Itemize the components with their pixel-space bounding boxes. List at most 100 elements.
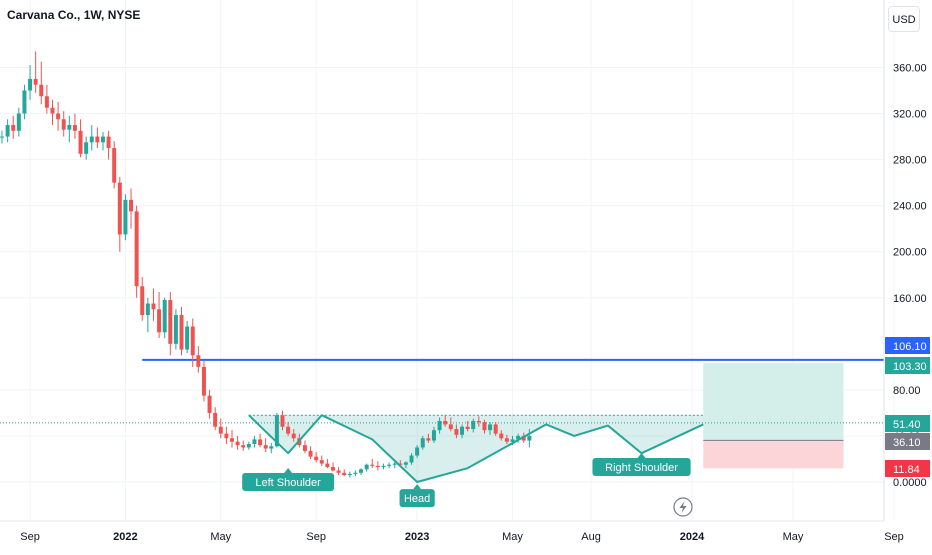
candle-body [50,107,55,114]
candle-body [347,473,352,476]
candle-body [173,315,178,344]
time-tick-label: May [210,531,231,543]
candle-body [302,445,307,451]
price-tick-label: 80.00 [893,385,921,397]
candle-body [134,211,139,287]
profit-zone [703,363,844,441]
candle-body [403,462,408,465]
candle-body [493,424,498,434]
candle-body [415,447,420,456]
candle-body [185,326,190,350]
candle-body [336,470,341,473]
candle-body [431,430,436,441]
price-tick-label: 360.00 [893,62,927,74]
candle-body [157,309,162,333]
candle-body [44,96,49,108]
candle-body [95,136,100,143]
candle-body [78,130,83,154]
head-label-box [399,489,435,508]
price-tag-label-entry: 36.10 [893,437,921,449]
candle-body [482,422,487,431]
candle-body [246,444,251,448]
right-shoulder-label: Right Shoulder [605,462,678,474]
candle-body [5,125,10,137]
candle-body [280,415,285,427]
price-tag-stop [885,460,930,477]
candle-body [16,113,21,131]
head-label: Head [404,493,430,505]
right-shoulder-label-pointer [637,453,646,459]
candle-body [319,460,324,464]
candle-body [84,142,89,154]
time-tick-label: Sep [306,531,326,543]
candle-body [11,125,16,131]
candle-body [516,435,521,440]
time-tick-label: 2023 [405,531,429,543]
candle-body [499,433,504,439]
candle-body [488,424,493,431]
price-tags: 106.10 103.30 51.40 36.10 11.84 [885,337,930,477]
price-tick-label: 240.00 [893,201,927,213]
candle-body [28,78,33,91]
pattern-polyline [248,414,704,483]
candle-body [308,450,313,457]
price-tick-label: 200.00 [893,247,927,259]
candle-body [213,412,218,427]
candle-body [117,182,122,235]
candle-body [370,464,375,466]
candle-body [207,395,212,413]
candle-body [504,438,509,442]
candle-body [258,439,263,446]
lightning-icon[interactable] [673,497,693,517]
candle-body [241,445,246,448]
price-tag-label-last: 51.40 [893,419,921,431]
candle-body [252,439,257,445]
left-shoulder-label: Left Shoulder [255,477,321,489]
candle-body [235,441,240,446]
candle-body [426,438,431,441]
candle-body [381,465,386,468]
price-tick-label: 0.0000 [893,477,927,489]
candle-body [387,464,392,466]
candle-body [274,415,279,447]
candle-body [291,433,296,439]
candle-body [201,366,206,396]
candle-body [398,463,403,465]
price-tick-label: 320.00 [893,109,927,121]
candle-body [162,300,167,333]
candle-body [39,84,44,97]
time-tick-label: May [783,531,804,543]
candle-body [465,426,470,430]
price-tag-label-target: 103.30 [893,361,927,373]
candle-body [190,326,195,356]
time-axis: Sep 2022 May Sep 2023 May Aug 2024 May Sep [20,531,904,543]
time-tick-label: May [502,531,523,543]
currency-button[interactable]: USD [888,6,920,32]
time-tick-label: 2024 [680,531,705,543]
candle-body [476,420,481,423]
candle-body [448,424,453,430]
candle-body [67,125,72,130]
symbol-title: Carvana Co., 1W, NYSE [7,8,140,22]
candle-body [218,426,223,434]
candle-body [151,303,156,310]
pattern-fill [248,415,704,482]
time-tick-label: Sep [20,531,40,543]
candle-body [437,420,442,431]
price-tag-resistance [885,337,930,354]
candle-body [140,286,145,316]
price-tag-last [885,415,930,432]
candle-body [342,472,347,476]
candle-body [409,455,414,463]
candle-body [106,136,111,149]
price-tag-label-resistance: 106.10 [893,341,927,353]
time-tick-label: 2022 [113,531,137,543]
candle-body [471,420,476,430]
candle-body [263,445,268,449]
price-tick-label: 280.00 [893,155,927,167]
candle-body [314,456,319,461]
time-tick-label: Aug [581,531,601,543]
loss-zone [703,440,844,469]
